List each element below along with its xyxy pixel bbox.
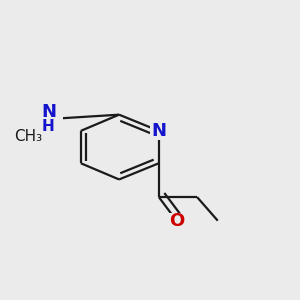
FancyBboxPatch shape xyxy=(168,213,184,229)
Text: N: N xyxy=(151,122,166,140)
FancyBboxPatch shape xyxy=(150,122,168,140)
Text: CH₃: CH₃ xyxy=(14,129,42,144)
FancyBboxPatch shape xyxy=(34,104,63,134)
Text: H: H xyxy=(42,119,55,134)
FancyBboxPatch shape xyxy=(12,128,44,146)
Text: N: N xyxy=(41,103,56,121)
Text: O: O xyxy=(169,212,184,230)
